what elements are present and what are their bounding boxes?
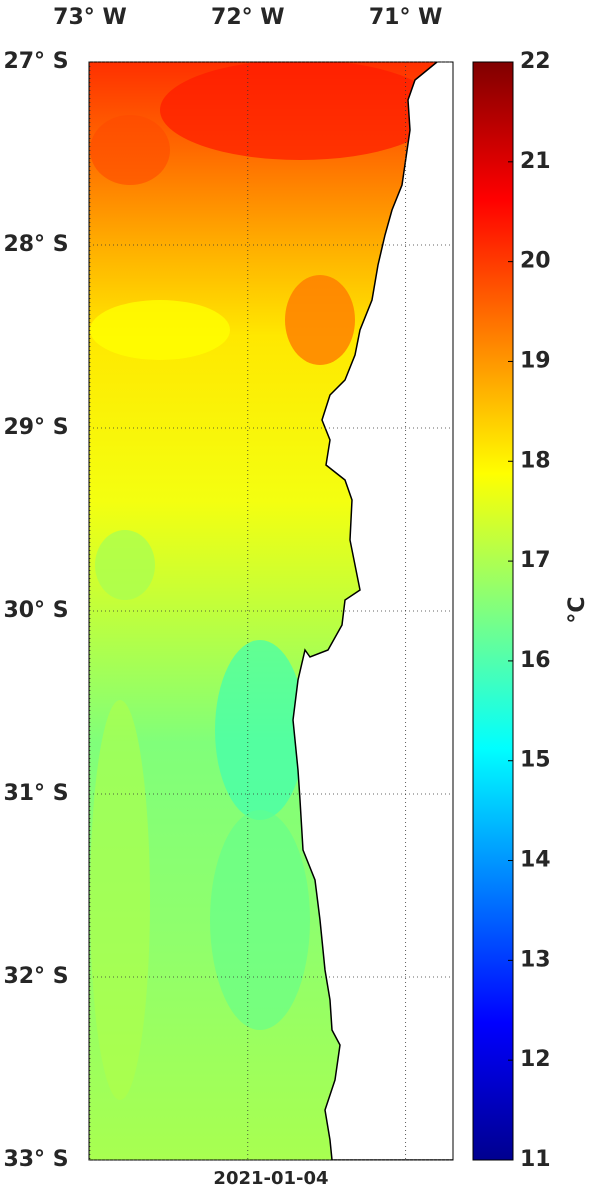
colorbar-tick-label: 18 — [520, 448, 551, 473]
colorbar-tick-label: 16 — [520, 648, 551, 673]
colorbar-tick-label: 14 — [520, 848, 551, 873]
colorbar — [472, 61, 514, 1161]
lat-label: 32° S — [3, 964, 68, 989]
lat-label: 27° S — [3, 49, 68, 74]
sst-field — [89, 62, 453, 1160]
lon-label: 71° W — [369, 5, 443, 30]
colorbar-tick-label: 11 — [520, 1147, 551, 1172]
colorbar-tick-label: 13 — [520, 947, 551, 972]
colorbar-tick-label: 17 — [520, 548, 551, 573]
lat-label: 33° S — [3, 1147, 68, 1172]
lat-label: 28° S — [3, 232, 68, 257]
colorbar-tick-label: 15 — [520, 748, 551, 773]
colorbar-tick-label: 12 — [520, 1047, 551, 1072]
colorbar-label: °C — [565, 596, 590, 623]
lat-label: 31° S — [3, 781, 68, 806]
lat-label: 29° S — [3, 415, 68, 440]
lon-label: 72° W — [211, 5, 285, 30]
lon-label: 73° W — [53, 5, 127, 30]
lat-label: 30° S — [3, 598, 68, 623]
colorbar-tick-label: 20 — [520, 249, 551, 274]
date-label: 2021-01-04 — [213, 1168, 328, 1188]
colorbar-tick-label: 22 — [520, 49, 551, 74]
colorbar-tick-label: 19 — [520, 348, 551, 373]
colorbar-tick-label: 21 — [520, 149, 551, 174]
